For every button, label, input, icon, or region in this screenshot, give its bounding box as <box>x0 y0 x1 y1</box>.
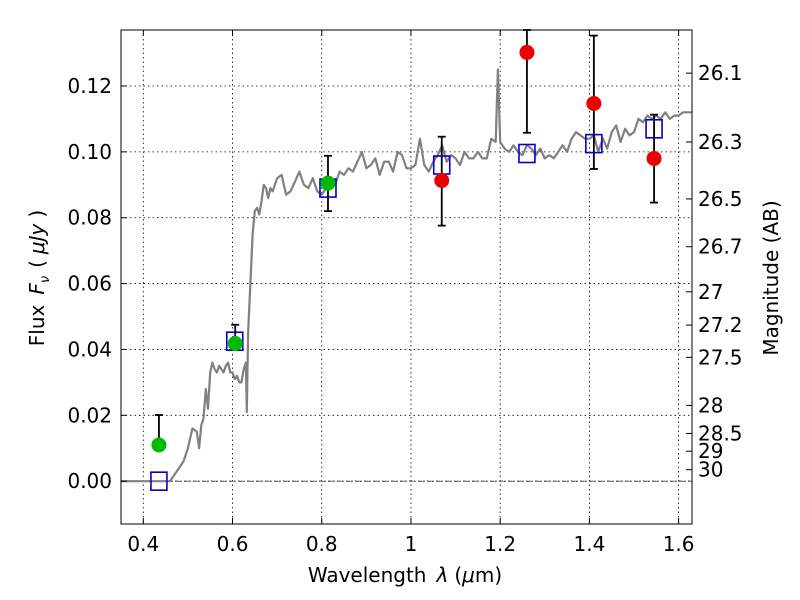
y-tick-label: 0.10 <box>67 140 112 164</box>
model-photometry-marker <box>585 133 603 154</box>
magnitude-tick-label: 26.3 <box>698 130 743 154</box>
x-axis-label: Wavelength λ (μm) <box>308 563 502 587</box>
green-data-point <box>320 175 336 191</box>
y-tick-label: 0.12 <box>67 74 112 98</box>
spectrum-line <box>121 68 692 483</box>
red-data-point <box>434 173 450 189</box>
x-tick-label: 1 <box>405 532 418 556</box>
y2-axis-label: Magnitude (AB) <box>759 200 783 355</box>
magnitude-tick-label: 30 <box>698 458 723 482</box>
magnitude-tick-label: 27 <box>698 280 723 304</box>
x-tick-label: 1.4 <box>573 532 605 556</box>
red-data-point <box>586 95 602 111</box>
red-data-point <box>519 44 535 60</box>
y-tick-label: 0.08 <box>67 206 112 230</box>
tick-marks <box>121 30 692 524</box>
model-photometry-marker <box>518 143 536 164</box>
model-photometry-marker <box>645 119 663 139</box>
model-photometry-marker <box>150 471 168 491</box>
spectrum-layer <box>121 68 692 483</box>
observed-points-layer <box>151 44 662 453</box>
magnitude-tick-label: 29 <box>698 439 723 463</box>
x-tick-label: 1.2 <box>484 532 516 556</box>
magnitude-tick-label: 27.2 <box>698 313 743 337</box>
magnitude-tick-label: 26.5 <box>698 187 743 211</box>
x-tick-label: 0.6 <box>217 532 249 556</box>
magnitude-tick-label: 28 <box>698 393 723 417</box>
magnitude-tick-label: 27.5 <box>698 345 743 369</box>
x-tick-label: 0.8 <box>306 532 338 556</box>
x-tick-label: 0.4 <box>127 532 159 556</box>
grid-lines <box>121 30 692 524</box>
y-tick-label: 0.02 <box>67 403 112 427</box>
green-data-point <box>151 437 167 453</box>
y-axis-label: FluxFν(μJy) <box>25 210 53 346</box>
green-data-point <box>227 336 243 352</box>
magnitude-tick-label: 28.5 <box>698 421 743 445</box>
y-tick-label: 0.00 <box>67 469 112 493</box>
y-tick-label: 0.04 <box>67 337 112 361</box>
x-tick-labels: 0.4 0.6 0.8 1 1.2 1.4 1.6 <box>127 532 694 556</box>
y-tick-labels: 0.00 0.02 0.04 0.06 0.08 0.10 0.12 <box>67 74 112 493</box>
magnitude-tick-label: 26.1 <box>698 61 743 85</box>
red-data-point <box>646 150 662 166</box>
magnitude-tick-label: 26.7 <box>698 235 743 259</box>
x-tick-label: 1.6 <box>663 532 695 556</box>
y-tick-label: 0.06 <box>67 272 112 296</box>
plot-frame <box>120 29 693 525</box>
